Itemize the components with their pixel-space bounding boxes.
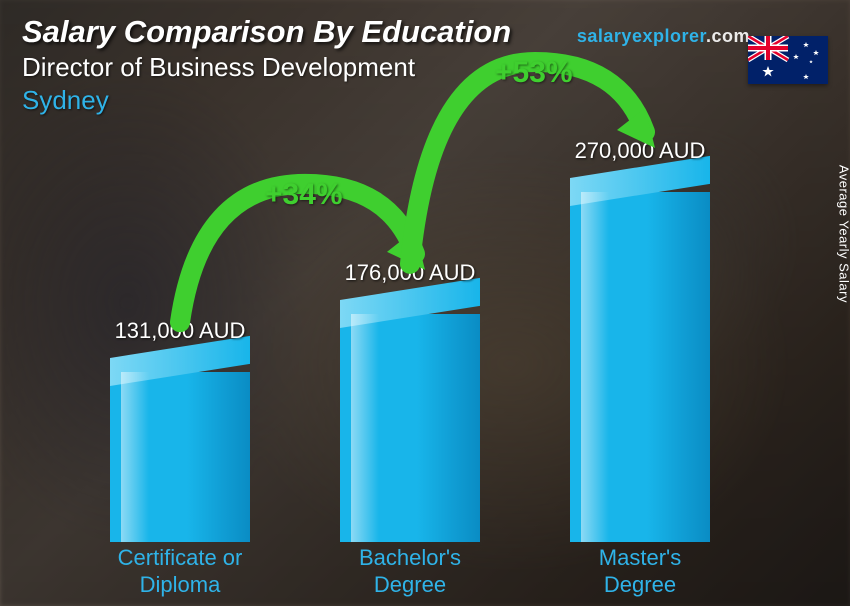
category-label: Bachelor'sDegree (359, 545, 461, 598)
bar-body (110, 372, 250, 542)
bar-shine (581, 192, 609, 542)
bar-shine (351, 314, 379, 542)
category-label: Master'sDegree (599, 545, 681, 598)
growth-percent-label: +34% (265, 178, 343, 212)
bar (570, 192, 710, 542)
growth-percent-label: +53% (495, 56, 573, 90)
bar-body (570, 192, 710, 542)
bar (110, 372, 250, 542)
bar-shine (121, 372, 149, 542)
bar-value-label: 131,000 AUD (115, 318, 246, 344)
bar-body (340, 314, 480, 542)
bar-value-label: 270,000 AUD (575, 138, 706, 164)
category-label: Certificate orDiploma (118, 545, 243, 598)
bar-chart: 131,000 AUD Certificate orDiploma 176,000 … (0, 0, 850, 606)
bar-value-label: 176,000 AUD (345, 260, 476, 286)
bar (340, 314, 480, 542)
